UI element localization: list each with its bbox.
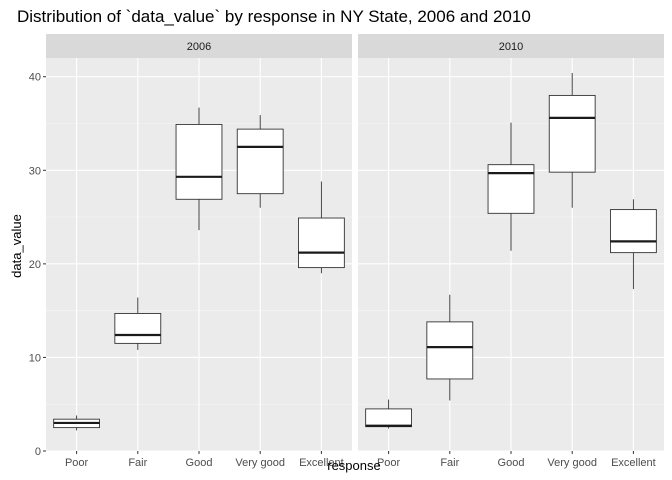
x-tick-label: Excellent — [611, 457, 656, 469]
strip-background — [46, 34, 352, 58]
x-tick-label: Excellent — [299, 457, 344, 469]
y-axis-title: data_value — [9, 214, 24, 278]
strip-background — [358, 34, 664, 58]
y-tick-label: 20 — [29, 259, 41, 271]
box-iqr — [365, 408, 412, 428]
strip-label: 2006 — [187, 41, 211, 53]
box-very-good — [236, 115, 284, 208]
box-iqr — [236, 128, 284, 195]
box-iqr — [610, 209, 657, 254]
x-tick-label: Poor — [65, 457, 89, 469]
x-tick-label: Poor — [377, 457, 401, 469]
box-good — [487, 122, 535, 251]
box-iqr — [548, 94, 596, 173]
box-fair — [426, 294, 474, 401]
x-axis-title: response — [327, 458, 380, 473]
y-tick-label: 0 — [35, 446, 41, 458]
panel-2010: 2010 Poor Fair Good Very good Excellent — [358, 34, 664, 469]
box-poor — [365, 399, 412, 429]
box-iqr — [298, 217, 345, 269]
box-very-good — [548, 72, 596, 208]
y-tick-label: 40 — [29, 72, 41, 84]
x-tick-label: Fair — [440, 457, 459, 469]
panels: 2006 Poor Fair Good Very good Excellent 2010 Po… — [46, 34, 664, 469]
x-tick-label: Fair — [128, 457, 147, 469]
x-tick-label: Good — [498, 457, 525, 469]
box-good — [175, 107, 223, 231]
y-axis: 0 10 20 30 40 — [29, 72, 46, 458]
panel-2006: 2006 Poor Fair Good Very good Excellent — [46, 34, 352, 469]
strip-label: 2010 — [499, 41, 523, 53]
x-tick-label: Very good — [235, 457, 285, 469]
box-excellent — [610, 199, 657, 290]
y-tick-label: 30 — [29, 165, 41, 177]
box-excellent — [298, 181, 345, 274]
box-iqr — [426, 321, 474, 380]
y-tick-label: 10 — [29, 352, 41, 364]
chart-title: Distribution of `data_value` by response… — [17, 7, 531, 26]
box-iqr — [487, 164, 535, 214]
x-tick-label: Very good — [547, 457, 597, 469]
box-poor — [53, 415, 101, 431]
box-iqr — [114, 313, 162, 344]
x-tick-label: Good — [186, 457, 213, 469]
box-iqr — [175, 123, 223, 200]
box-fair — [114, 297, 162, 350]
